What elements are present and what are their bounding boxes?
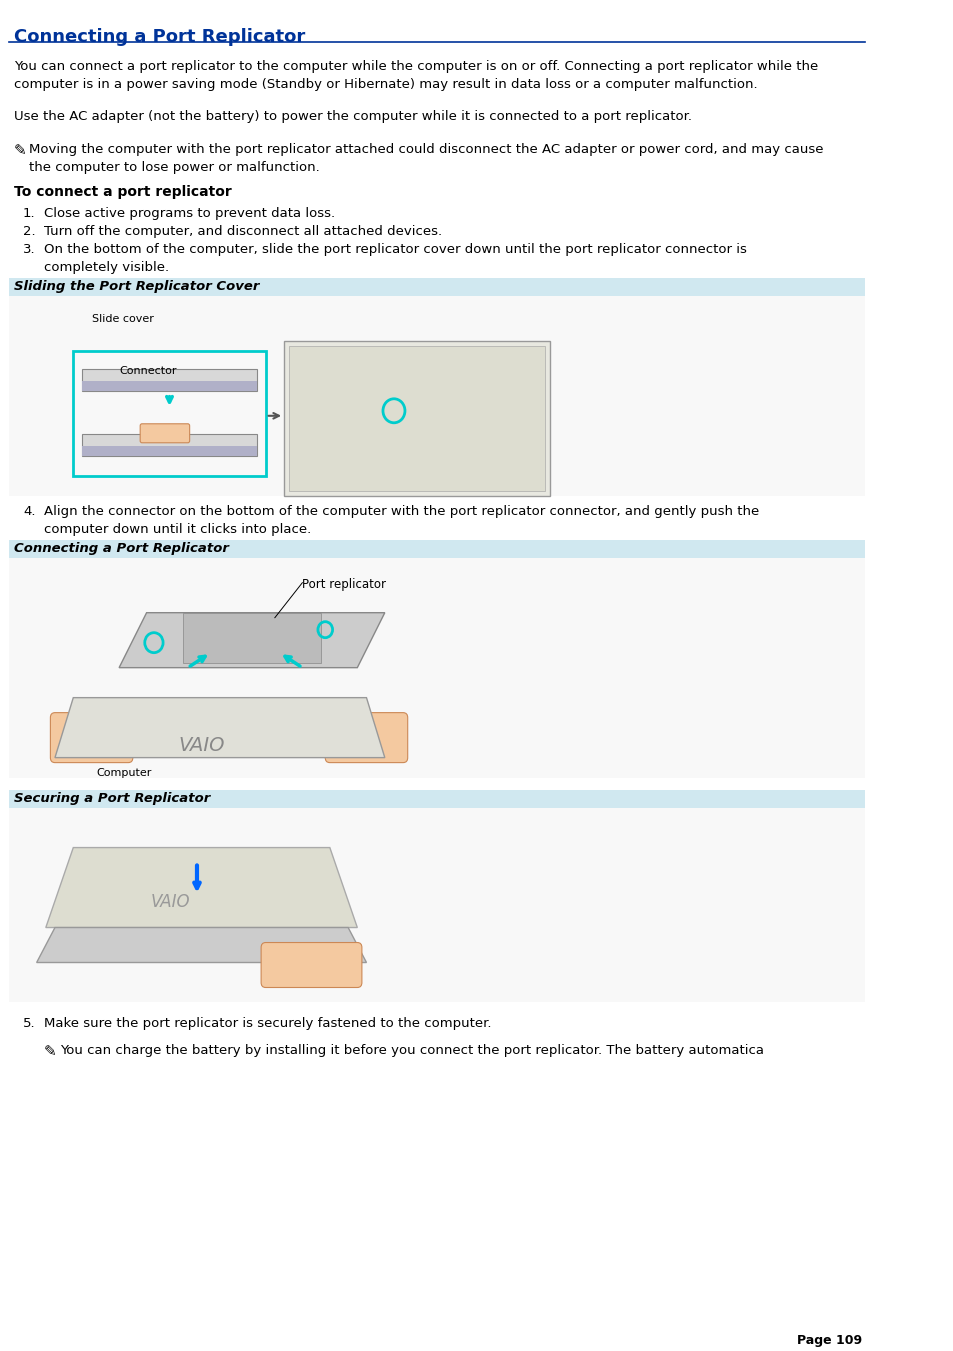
FancyBboxPatch shape xyxy=(140,424,190,443)
Text: On the bottom of the computer, slide the port replicator cover down until the po: On the bottom of the computer, slide the… xyxy=(44,243,746,274)
Bar xyxy=(10,789,864,808)
Text: You can connect a port replicator to the computer while the computer is on or of: You can connect a port replicator to the… xyxy=(13,59,817,91)
Text: Computer: Computer xyxy=(96,767,152,778)
FancyBboxPatch shape xyxy=(51,712,132,762)
Polygon shape xyxy=(36,928,366,962)
Text: VAIO: VAIO xyxy=(151,893,191,911)
Text: Securing a Port Replicator: Securing a Port Replicator xyxy=(13,792,210,805)
FancyBboxPatch shape xyxy=(325,712,407,762)
Text: 5.: 5. xyxy=(23,1017,35,1031)
Text: Connector: Connector xyxy=(119,366,176,376)
Polygon shape xyxy=(119,613,384,667)
Bar xyxy=(10,558,864,778)
Bar xyxy=(82,446,256,455)
Bar xyxy=(284,340,549,496)
Text: Port replicator: Port replicator xyxy=(302,578,386,590)
Text: Use the AC adapter (not the battery) to power the computer while it is connected: Use the AC adapter (not the battery) to … xyxy=(13,109,691,123)
Bar xyxy=(183,613,320,663)
Text: To connect a port replicator: To connect a port replicator xyxy=(13,185,232,199)
Text: 3.: 3. xyxy=(23,243,35,255)
Text: Sliding the Port Replicator Cover: Sliding the Port Replicator Cover xyxy=(13,280,259,293)
Text: ✎: ✎ xyxy=(13,143,27,158)
Bar xyxy=(289,346,544,490)
Polygon shape xyxy=(46,847,357,928)
FancyBboxPatch shape xyxy=(261,943,361,988)
Text: ✎: ✎ xyxy=(44,1044,56,1059)
Bar xyxy=(82,369,256,390)
Bar xyxy=(10,296,864,496)
Text: 4.: 4. xyxy=(23,505,35,517)
Bar xyxy=(10,808,864,1002)
Text: Align the connector on the bottom of the computer with the port replicator conne: Align the connector on the bottom of the… xyxy=(44,505,759,536)
Text: Slide cover: Slide cover xyxy=(91,313,153,324)
Bar xyxy=(82,381,256,390)
Text: Connecting a Port Replicator: Connecting a Port Replicator xyxy=(13,28,305,46)
Text: Make sure the port replicator is securely fastened to the computer.: Make sure the port replicator is securel… xyxy=(44,1017,491,1031)
Bar xyxy=(10,540,864,558)
Text: Moving the computer with the port replicator attached could disconnect the AC ad: Moving the computer with the port replic… xyxy=(30,143,823,174)
Text: VAIO: VAIO xyxy=(178,736,225,755)
Text: You can charge the battery by installing it before you connect the port replicat: You can charge the battery by installing… xyxy=(59,1044,762,1058)
Bar xyxy=(82,434,256,455)
Text: Page 109: Page 109 xyxy=(797,1335,862,1347)
Text: 2.: 2. xyxy=(23,224,35,238)
Text: Close active programs to prevent data loss.: Close active programs to prevent data lo… xyxy=(44,207,335,220)
Polygon shape xyxy=(55,697,384,758)
Text: Turn off the computer, and disconnect all attached devices.: Turn off the computer, and disconnect al… xyxy=(44,224,441,238)
Bar xyxy=(10,278,864,296)
Text: 1.: 1. xyxy=(23,207,35,220)
Text: Connecting a Port Replicator: Connecting a Port Replicator xyxy=(13,542,229,555)
Bar xyxy=(73,351,266,476)
